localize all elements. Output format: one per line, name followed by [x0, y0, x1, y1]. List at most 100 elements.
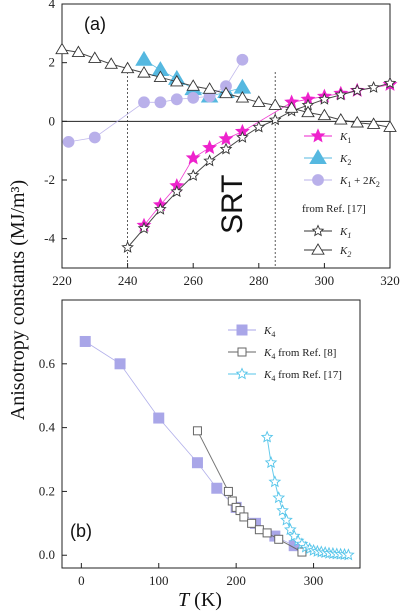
legend-label-sub: 1: [347, 136, 351, 145]
x-tick-label: 300: [315, 273, 335, 288]
data-point: [202, 82, 217, 94]
data-point: [71, 45, 86, 58]
legend-k4: K4: [228, 324, 275, 339]
legend-k2: K2: [304, 149, 351, 167]
data-point: [192, 426, 202, 436]
data-point: [154, 96, 167, 109]
legend-label-sub2: 2: [376, 180, 380, 189]
data-point: [252, 120, 266, 133]
data-point: [62, 135, 75, 148]
data-point: [114, 358, 126, 370]
data-point: [186, 168, 200, 181]
legend-label: K2: [339, 245, 351, 259]
x-axis-label-symbol: T: [178, 589, 191, 611]
legend-label: K4 from Ref. [17]: [263, 369, 342, 383]
data-point: [219, 86, 233, 99]
data-point: [283, 523, 297, 536]
y-tick-label: 0.0: [39, 547, 55, 562]
legend-k4-ref17: K4 from Ref. [17]: [228, 367, 342, 383]
panel-a-frame: [61, 3, 391, 269]
data-point: [280, 513, 293, 526]
data-point: [274, 534, 284, 544]
x-tick-label: 240: [118, 273, 138, 288]
data-point: [366, 117, 381, 129]
data-point: [239, 512, 249, 522]
data-point: [367, 80, 380, 93]
legend-ref-title: from Ref. [17]: [302, 203, 366, 215]
data-point: [218, 131, 234, 146]
y-tick-label: 0: [49, 113, 56, 128]
legend-label-k: K: [263, 325, 272, 337]
data-point: [121, 240, 134, 253]
legend-label-sub: 1: [347, 180, 351, 189]
y-tick-label: -4: [44, 231, 55, 246]
x-tick-label: 220: [52, 273, 72, 288]
legend-label-rest: from Ref. [17]: [275, 369, 342, 381]
data-point: [186, 79, 200, 91]
legend-marker: [235, 367, 249, 380]
panel-b-legend: K4 K4 from Ref. [8] K4 from Ref. [17]: [228, 324, 342, 383]
data-point: [297, 547, 307, 557]
legend-label-rest: from Ref. [8]: [275, 347, 336, 359]
legend-label-sub: 4: [271, 330, 275, 339]
legend-label: K4 from Ref. [8]: [263, 347, 336, 361]
series-line-0: [84, 341, 295, 547]
data-point: [170, 185, 184, 198]
legend-marker: [311, 224, 325, 237]
data-point: [203, 154, 216, 167]
data-point: [262, 528, 272, 538]
panel-b-marks: [79, 335, 355, 561]
legend-marker: [312, 174, 324, 186]
legend-k1: K1: [304, 128, 351, 145]
legend-label-sub: 4: [271, 352, 275, 361]
legend-k4-ref8: K4 from Ref. [8]: [228, 347, 336, 361]
x-tick-label: 200: [226, 573, 246, 588]
data-point: [334, 112, 348, 125]
legend-label-k: K: [339, 153, 348, 165]
data-point: [153, 412, 165, 424]
data-point: [272, 491, 286, 504]
data-point: [170, 74, 184, 87]
srt-annotation: SRT: [216, 175, 249, 234]
data-point: [154, 202, 167, 215]
y-tick-label: 0.4: [39, 420, 56, 435]
data-point: [350, 83, 364, 96]
legend-label-sub: 1: [347, 231, 351, 240]
legend-k1-ref17: K1: [304, 224, 351, 240]
data-point: [55, 42, 69, 55]
data-point: [236, 130, 249, 143]
legend-label: K1: [339, 131, 351, 145]
data-point: [219, 142, 233, 155]
panel-a-legend: K1 K2 K1 + 2K2 from Ref. [17] K1 K2: [302, 128, 380, 259]
panel-a-ticks: 220 240 260 280 300 320 -4 -2 0 2 4: [44, 0, 400, 288]
y-tick-label: 0.6: [39, 356, 56, 371]
data-point: [334, 88, 348, 101]
y-tick-label: 2: [49, 55, 56, 70]
legend-marker: [309, 149, 327, 165]
data-point: [187, 91, 200, 104]
data-point: [252, 95, 266, 107]
x-tick-label: 280: [249, 273, 269, 288]
x-tick-label: 300: [304, 573, 324, 588]
data-point: [191, 457, 203, 469]
legend-label-sub: 4: [271, 374, 275, 383]
data-point: [301, 105, 315, 118]
data-point: [268, 113, 282, 126]
data-point: [383, 120, 397, 132]
data-point: [153, 70, 168, 82]
panel-a: 220 240 260 280 300 320 -4 -2 0 2 4 (a) SRT K1 K2 …: [44, 0, 400, 288]
data-point: [317, 108, 332, 121]
x-tick-label: 100: [149, 573, 169, 588]
data-point: [235, 90, 250, 103]
data-point: [223, 486, 233, 496]
data-point: [383, 76, 397, 89]
data-point: [264, 456, 278, 469]
panel-b-frame: [61, 299, 361, 569]
data-point: [318, 92, 331, 105]
data-point: [260, 430, 274, 443]
data-point: [135, 50, 153, 66]
legend-marker: [311, 243, 325, 255]
legend-label: K2: [339, 153, 351, 167]
legend-marker: [236, 324, 248, 336]
data-point: [211, 482, 223, 494]
